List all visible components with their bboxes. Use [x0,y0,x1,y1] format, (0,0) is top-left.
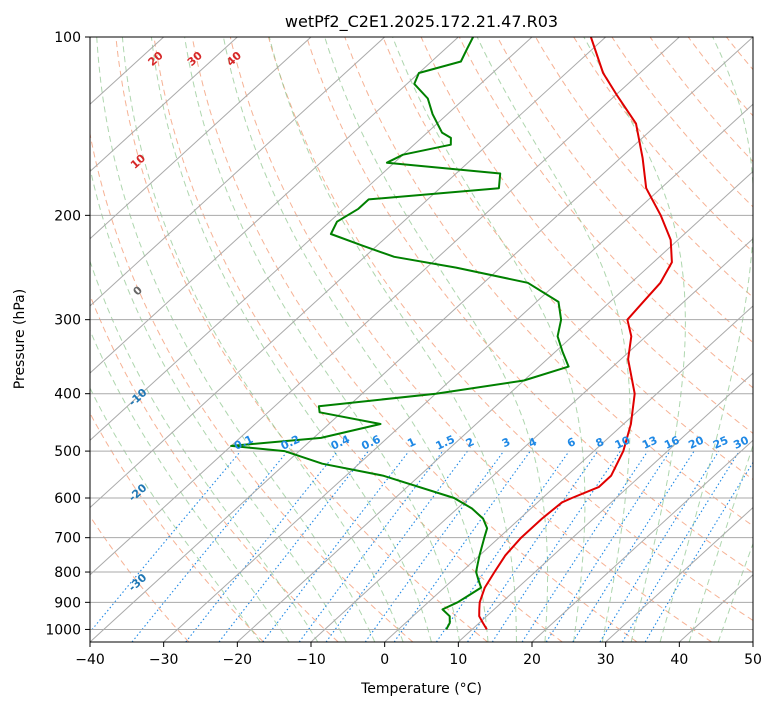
dry-adiabat [420,37,753,434]
dry-adiabat [382,37,753,481]
isotherm [90,37,238,173]
moist-adiabat [90,165,347,642]
x-tick-label: 40 [670,652,688,668]
mixing-ratio-label: 13 [640,434,659,452]
dry-adiabat [344,37,753,527]
y-tick-label: 100 [54,30,81,46]
dry-adiabat [191,37,638,642]
mixing-ratio-label: 25 [711,434,730,452]
isotherm [384,305,753,642]
moist-adiabat [150,37,432,642]
y-tick-label: 400 [54,387,81,403]
plot-frame [89,36,754,643]
mixing-ratio-line [131,450,289,642]
mixing-ratio-line [325,450,468,642]
moist-adiabat [96,37,376,642]
dry-adiabat [458,37,753,389]
dry-adiabat [90,412,264,642]
y-tick-label: 200 [54,208,81,224]
moist-adiabat [184,37,461,642]
y-tick-label: 600 [54,491,81,507]
y-axis-title: Pressure (hPa) [12,289,28,389]
moist-adiabat [476,37,631,642]
moist-adiabat [90,387,261,642]
isotherm [90,37,312,240]
mixing-ratio-line [435,450,570,642]
plot-area [90,37,753,642]
x-tick-label: −30 [149,652,179,668]
chart-title: wetPf2_C2E1.2025.172.21.47.R03 [285,12,558,32]
mixing-ratio-line [90,450,242,633]
isotherm [90,37,753,642]
mixing-ratio-line [298,450,444,642]
mixing-ratio-line [185,450,339,642]
dry-adiabat [268,37,753,622]
y-tick-label: 300 [54,313,81,329]
dry-adiabat [496,37,753,344]
dry-adiabat [573,37,753,253]
moist-adiabat [583,37,686,642]
moist-adiabat [121,37,404,642]
mixing-ratio-line [364,450,505,642]
mixing-ratio-line [572,450,695,642]
dry-adiabat [115,37,488,642]
x-tick-label: −10 [296,652,326,668]
isotherm [90,37,680,576]
moist-adiabat [324,37,549,642]
y-tick-label: 900 [54,595,81,611]
x-tick-label: −40 [75,652,105,668]
moist-adiabat [222,37,489,642]
mixing-ratio-line [521,450,649,642]
mixing-ratio-line [491,450,621,642]
isotherm [236,170,753,642]
x-tick-label: −20 [223,652,253,668]
isotherm [90,37,533,442]
axes: −40 −30 −20 −10 0 10 20 30 40 50 100 200 300 400 500 60… [45,30,762,668]
mixing-ratio-label: 10 [613,433,633,451]
y-tick-label: 500 [54,444,81,460]
moist-adiabat [688,444,753,642]
mixing-ratio-line [467,450,599,642]
mixing-ratio-line [262,450,410,642]
y-tick-label: 1000 [45,622,81,638]
isotherm [310,237,753,642]
isotherm [531,439,753,642]
moist-adiabat [90,328,290,642]
moist-adiabat [659,37,753,642]
moist-adiabat [717,542,753,642]
mixing-ratio-line [545,450,671,642]
dewpoint-profile-line [230,37,570,630]
isotherm [457,372,753,642]
mixing-ratio-line [621,450,740,642]
mixing-ratio-label: 30 [731,433,751,451]
mixing-ratio-label: 20 [686,433,706,451]
y-tick-label: 800 [54,565,81,581]
x-tick-label: 30 [597,652,615,668]
dry-adiabat [649,37,753,163]
isotherm [90,37,386,307]
x-tick-label: 20 [523,652,541,668]
x-axis-title: Temperature (°C) [360,681,482,697]
isotherm [90,37,459,374]
x-tick-label: 0 [380,652,389,668]
dry-adiabat [90,131,414,642]
x-tick-label: 50 [744,652,762,668]
x-tick-label: 10 [449,652,467,668]
mixing-ratio-label: 16 [662,433,682,451]
y-tick-label: 700 [54,531,81,547]
moist-adiabat [268,37,517,642]
dry-adiabat [229,37,712,642]
dry-adiabat [90,293,339,642]
moist-adiabat [90,259,319,642]
temperature-profile-line [478,37,673,630]
dry-adiabat [153,37,563,642]
moist-adiabat [392,37,586,642]
isotherm [605,506,753,642]
isotherm [163,103,753,642]
isotherm [90,37,607,509]
dry-adiabat [306,37,753,574]
